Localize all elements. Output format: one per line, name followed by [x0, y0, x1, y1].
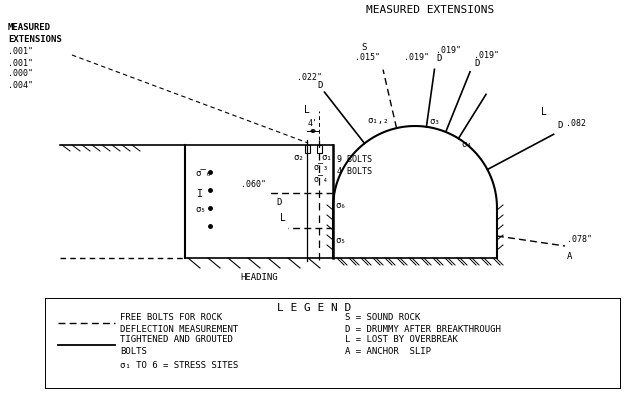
Text: D: D — [558, 121, 563, 130]
Text: σ₅: σ₅ — [195, 206, 206, 214]
Text: L: L — [541, 107, 547, 117]
Text: MEASURED EXTENSIONS: MEASURED EXTENSIONS — [366, 5, 494, 15]
Text: .001": .001" — [8, 58, 33, 67]
Text: L E G E N D: L E G E N D — [277, 303, 351, 313]
Text: .004": .004" — [8, 81, 33, 89]
Text: .019": .019" — [474, 51, 499, 60]
Text: σ₆: σ₆ — [335, 201, 346, 210]
Text: HEADING: HEADING — [240, 273, 278, 282]
Text: D = DRUMMY AFTER BREAKTHROUGH: D = DRUMMY AFTER BREAKTHROUGH — [345, 324, 501, 334]
Text: 4 BOLTS: 4 BOLTS — [337, 166, 372, 175]
Text: σ₅: σ₅ — [335, 236, 346, 245]
Text: L = LOST BY OVERBREAK: L = LOST BY OVERBREAK — [345, 336, 458, 345]
Text: A = ANCHOR  SLIP: A = ANCHOR SLIP — [345, 347, 431, 355]
Text: σ₄: σ₄ — [462, 141, 472, 150]
Text: .019": .019" — [437, 46, 462, 55]
Text: BOLTS: BOLTS — [120, 347, 147, 355]
Text: σ̅₃: σ̅₃ — [314, 162, 329, 172]
Text: σ̅₄: σ̅₄ — [314, 174, 329, 183]
Text: .060": .060" — [241, 180, 266, 189]
Text: MEASURED: MEASURED — [8, 23, 51, 33]
Text: σ₂: σ₂ — [293, 152, 304, 162]
Text: .019": .019" — [404, 53, 430, 62]
Text: TIGHTENED AND GROUTED: TIGHTENED AND GROUTED — [120, 336, 233, 345]
Text: A: A — [567, 252, 572, 261]
Text: σ̅₆: σ̅₆ — [195, 170, 211, 179]
Text: D: D — [474, 59, 479, 68]
Text: 4': 4' — [308, 120, 318, 129]
Text: DEFLECTION MEASUREMENT: DEFLECTION MEASUREMENT — [120, 324, 238, 334]
Text: .022": .022" — [298, 73, 323, 82]
Text: .001": .001" — [8, 48, 33, 56]
Text: D: D — [276, 198, 281, 207]
Text: EXTENSIONS: EXTENSIONS — [8, 35, 62, 44]
Text: D: D — [437, 54, 442, 63]
Text: 9 BOLTS: 9 BOLTS — [337, 154, 372, 164]
Text: σ₃: σ₃ — [430, 117, 440, 126]
Text: σ₁ TO 6 = STRESS SITES: σ₁ TO 6 = STRESS SITES — [120, 361, 238, 370]
Text: L: L — [280, 213, 286, 223]
Bar — [316, 145, 321, 153]
Text: σ₁,₂: σ₁,₂ — [367, 116, 389, 125]
Bar — [304, 145, 309, 153]
Text: I: I — [197, 189, 203, 199]
Text: L: L — [304, 105, 309, 115]
Text: .082: .082 — [565, 119, 586, 128]
Text: .015": .015" — [355, 53, 380, 62]
Text: S = SOUND ROCK: S = SOUND ROCK — [345, 314, 420, 322]
Text: .000": .000" — [8, 69, 33, 79]
Text: .078": .078" — [567, 235, 592, 244]
Text: S: S — [361, 43, 367, 52]
Text: σ₁: σ₁ — [321, 152, 331, 162]
Text: D: D — [317, 81, 323, 90]
Text: FREE BOLTS FOR ROCK: FREE BOLTS FOR ROCK — [120, 314, 222, 322]
